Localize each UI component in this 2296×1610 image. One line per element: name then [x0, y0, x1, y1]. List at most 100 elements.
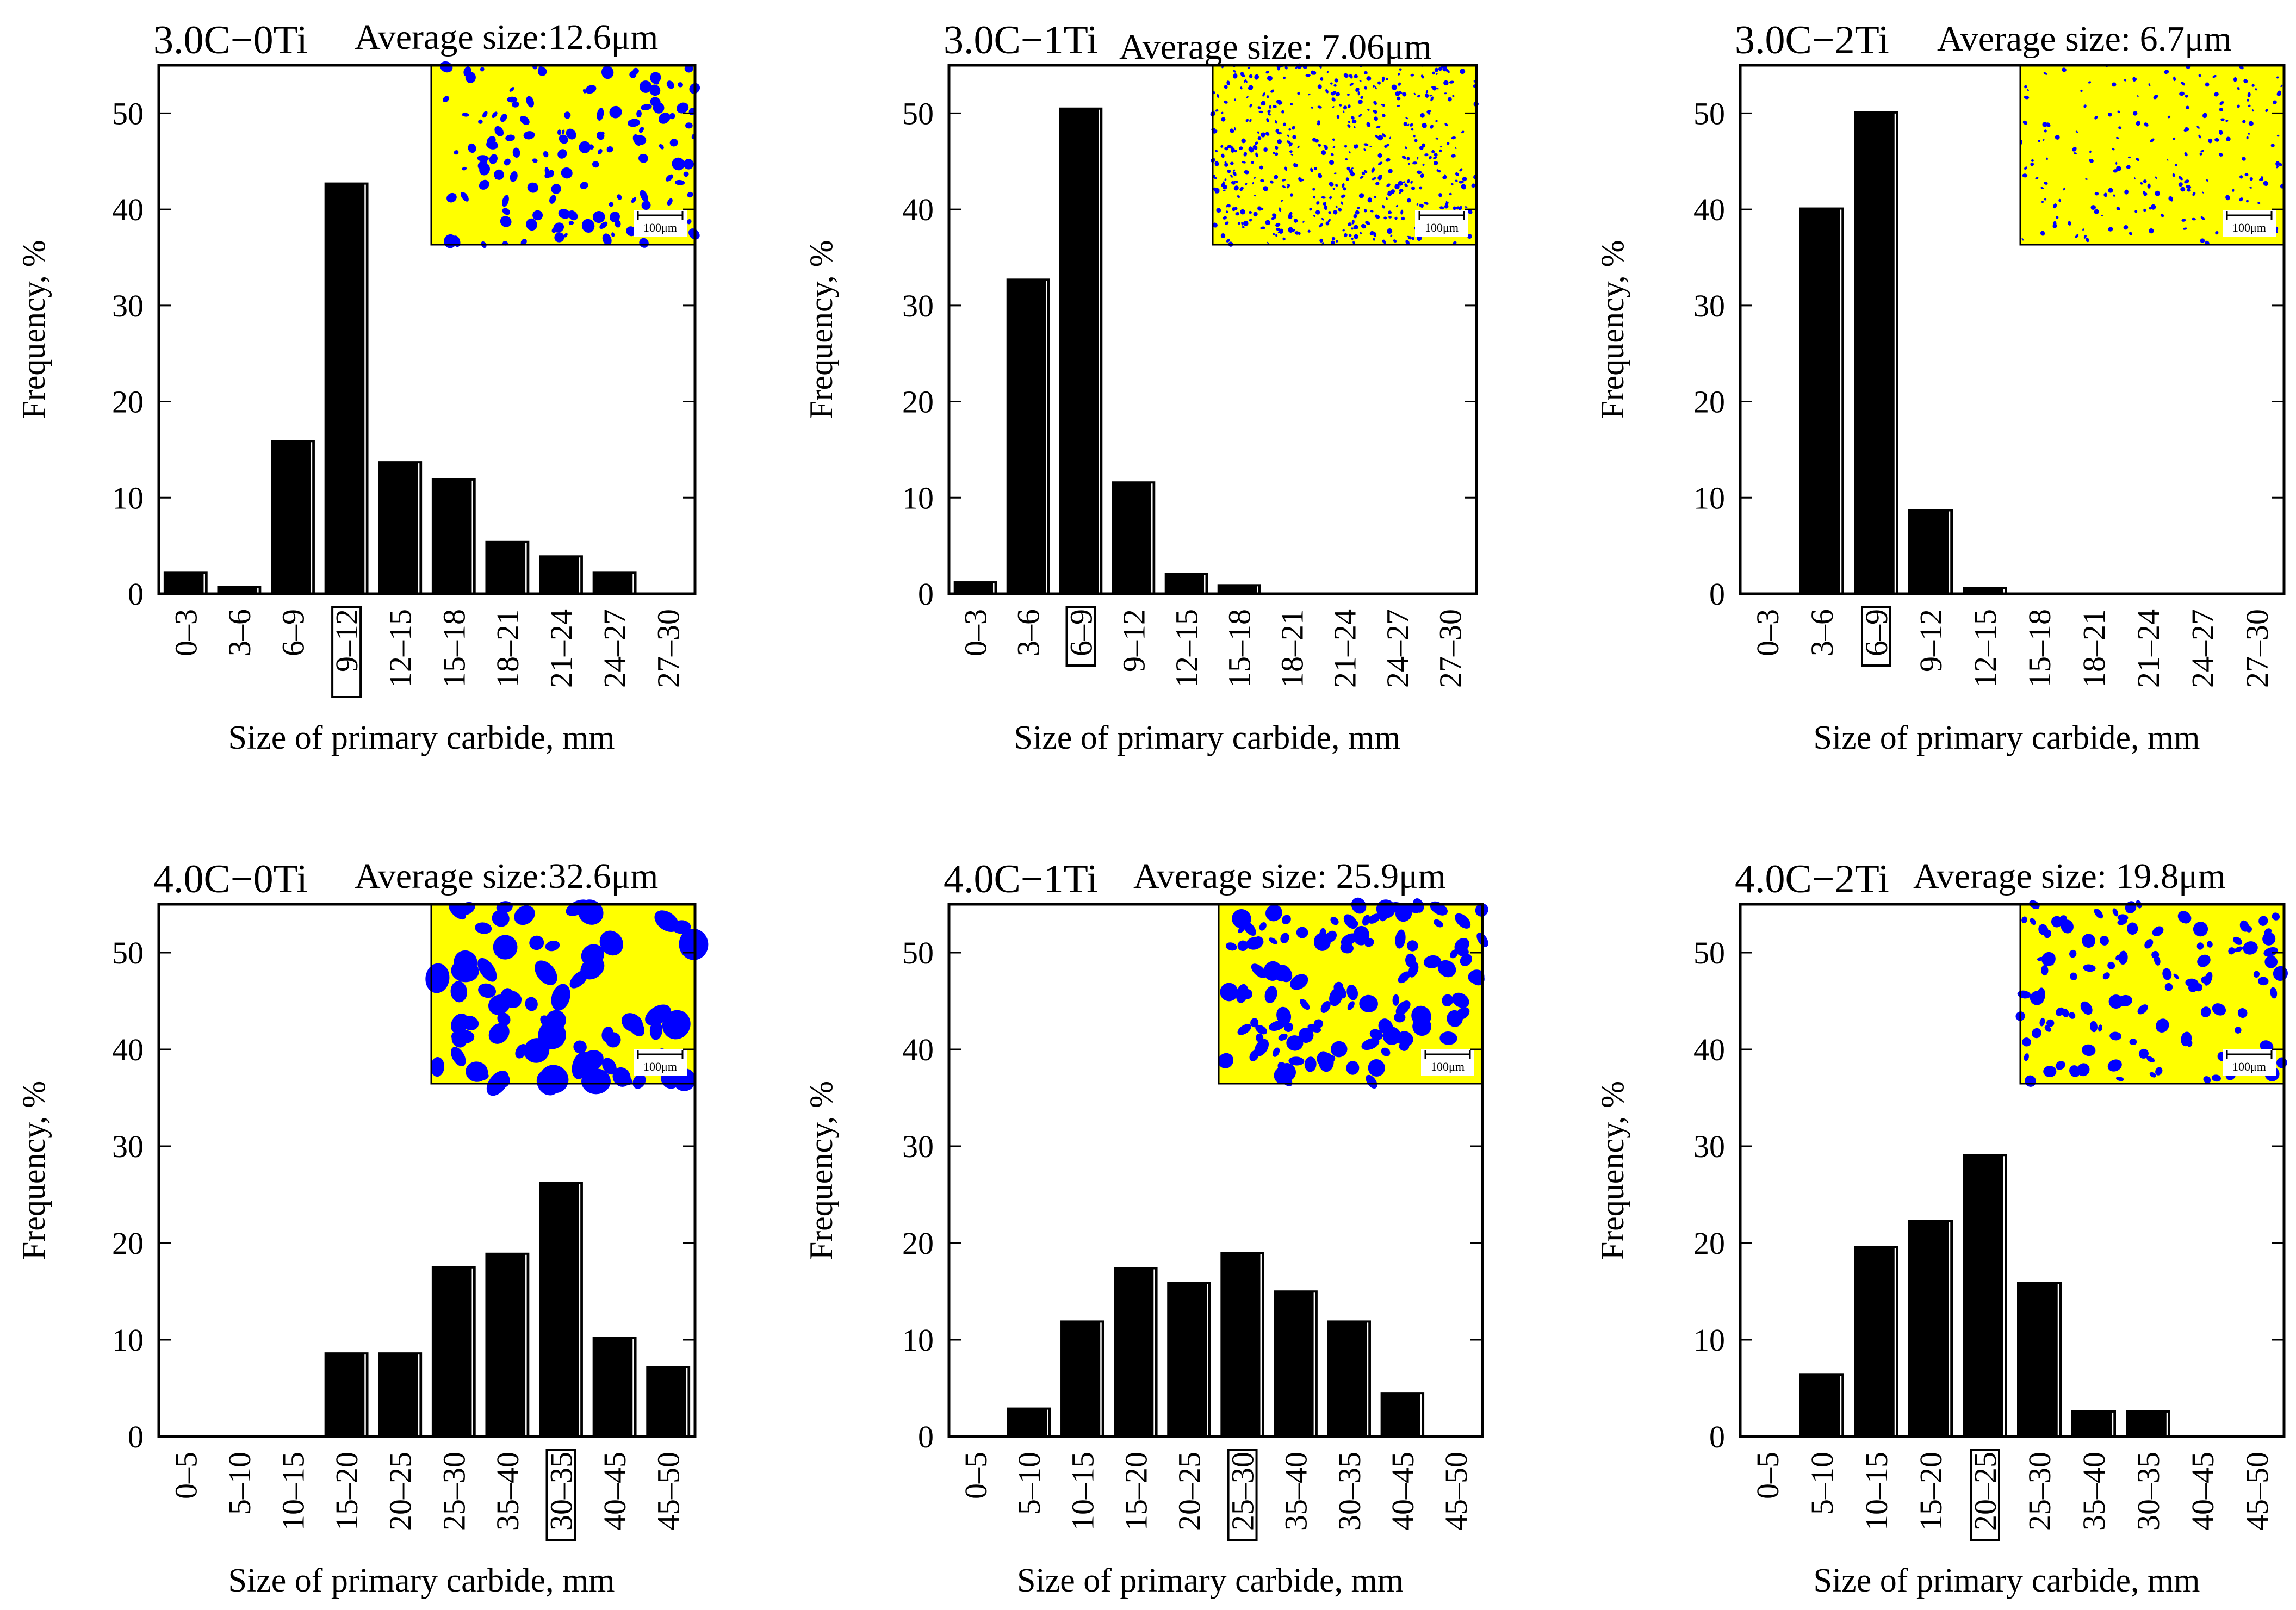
x-tick-label: 9–12	[329, 609, 364, 672]
bar-45–50	[646, 1366, 691, 1437]
bar-30–35	[2126, 1410, 2170, 1437]
plot-frame	[947, 64, 1478, 595]
chart-title: 3.0C−2Ti	[1735, 18, 1889, 63]
y-tick-label: 40	[112, 192, 144, 227]
average-size-label: Average size: 25.9μm	[1133, 856, 1446, 896]
y-tick-label: 20	[112, 384, 144, 420]
bar-12–15	[1164, 573, 1208, 594]
y-tick-label: 30	[112, 288, 144, 324]
bar-10–15	[1060, 1320, 1104, 1437]
y-tick-label: 10	[112, 480, 144, 515]
chart-title: 3.0C−1Ti	[944, 18, 1098, 63]
x-tick-label: 24–27	[1380, 609, 1416, 688]
x-tick-label: 35–40	[490, 1452, 525, 1531]
x-tick-label: 0–3	[1750, 609, 1785, 656]
y-tick-label: 10	[112, 1322, 144, 1358]
highlighted-category-box	[1970, 1449, 2000, 1541]
y-tick-label: 40	[112, 1032, 144, 1067]
y-tick-label: 10	[902, 480, 934, 515]
x-tick-label: 12–15	[1169, 609, 1205, 688]
x-tick-label: 25–30	[1225, 1452, 1261, 1531]
x-tick-label: 9–12	[1913, 609, 1949, 672]
chart-title: 4.0C−0Ti	[153, 857, 308, 902]
micrograph-inset: 100μm	[2019, 64, 2285, 246]
average-size-label: Average size:12.6μm	[355, 17, 658, 57]
x-tick-label: 12–15	[383, 609, 418, 688]
y-tick-label: 0	[918, 1419, 934, 1454]
bar-12–15	[378, 461, 423, 594]
y-tick-label: 0	[918, 576, 934, 612]
x-tick-label: 24–27	[2185, 609, 2220, 688]
bar-25–30	[2017, 1282, 2062, 1437]
micrograph-inset: 100μm	[1210, 63, 1479, 247]
y-tick-label: 10	[902, 1322, 934, 1358]
chart-panel-4: 4.0C−0Ti Average size:32.6μm 100μm 0 10 20 30 4…	[16, 856, 709, 1599]
average-size-label: Average size: 7.06μm	[1119, 27, 1432, 67]
x-tick-label: 20–25	[383, 1452, 418, 1531]
bar-24–27	[592, 571, 637, 594]
x-tick-label: 10–15	[276, 1452, 311, 1531]
x-tick-label: 15–18	[2022, 609, 2057, 688]
x-tick-label: 15–18	[436, 609, 471, 688]
x-tick-label: 40–45	[2185, 1452, 2220, 1531]
x-tick-label: 45–50	[1438, 1452, 1474, 1531]
x-tick-label: 27–30	[2239, 609, 2275, 688]
chart-panel-6: 4.0C−2Ti Average size: 19.8μm 100μm 0 10 20 30…	[1594, 856, 2288, 1599]
micrograph-inset: 100μm	[1218, 897, 1488, 1089]
bar-15–20	[1114, 1267, 1158, 1437]
y-tick-label: 30	[1693, 1129, 1725, 1164]
bar-9–12	[324, 182, 369, 594]
y-tick-label: 0	[1709, 576, 1725, 612]
bar-21–24	[539, 555, 583, 594]
bar-6–9	[1059, 107, 1103, 594]
x-tick-label: 18–21	[1275, 609, 1310, 688]
scale-bar-label: 100μm	[2232, 1060, 2266, 1073]
bar-9–12	[1908, 509, 1953, 594]
chart-title: 4.0C−1Ti	[944, 857, 1098, 902]
x-axis-label: Size of primary carbide, mm	[1813, 719, 2200, 756]
bar-35–40	[1274, 1290, 1318, 1437]
y-tick-label: 40	[902, 192, 934, 227]
scale-bar-label: 100μm	[643, 1060, 677, 1073]
scale-bar-label: 100μm	[2232, 221, 2266, 234]
x-tick-label: 20–25	[1968, 1452, 2003, 1531]
x-tick-label: 9–12	[1116, 609, 1152, 672]
x-tick-label: 0–5	[1750, 1452, 1785, 1499]
x-tick-label: 35–40	[1279, 1452, 1314, 1531]
y-axis-label: Frequency, %	[1594, 1081, 1630, 1260]
bar-15–20	[324, 1352, 369, 1437]
bar-5–10	[1799, 1373, 1844, 1437]
bar-0–3	[163, 571, 208, 594]
bar-0–3	[953, 581, 997, 594]
y-axis-label: Frequency, %	[803, 240, 839, 419]
x-tick-label: 0–5	[958, 1452, 994, 1499]
x-tick-label: 45–50	[651, 1452, 686, 1531]
y-tick-label: 40	[1693, 1032, 1725, 1067]
x-tick-label: 45–50	[2239, 1452, 2275, 1531]
x-tick-label: 18–21	[2076, 609, 2112, 688]
y-tick-label: 20	[902, 1226, 934, 1261]
y-axis-label: Frequency, %	[1594, 240, 1630, 419]
x-tick-label: 0–5	[168, 1452, 203, 1499]
x-tick-label: 21–24	[544, 609, 579, 688]
x-tick-label: 25–30	[436, 1452, 471, 1531]
x-tick-label: 35–40	[2076, 1452, 2112, 1531]
y-tick-label: 50	[1693, 96, 1725, 131]
chart-title: 3.0C−0Ti	[153, 18, 308, 63]
average-size-label: Average size: 6.7μm	[1937, 19, 2232, 59]
bar-15–20	[1908, 1220, 1953, 1437]
chart-panel-5: 4.0C−1Ti Average size: 25.9μm 100μm 0 10 20 30…	[803, 856, 1488, 1599]
x-tick-label: 3–6	[222, 609, 257, 656]
scale-bar-label: 100μm	[1425, 221, 1459, 234]
x-tick-label: 21–24	[2131, 609, 2166, 688]
y-tick-label: 30	[902, 1129, 934, 1164]
x-tick-label: 3–6	[1804, 609, 1840, 656]
chart-title: 4.0C−2Ti	[1735, 857, 1889, 902]
x-axis-label: Size of primary carbide, mm	[1813, 1562, 2200, 1599]
bar-35–40	[2071, 1410, 2116, 1437]
x-tick-label: 0–3	[168, 609, 203, 656]
bar-9–12	[1112, 481, 1156, 594]
scale-bar-label: 100μm	[643, 221, 677, 234]
x-tick-label: 15–18	[1222, 609, 1257, 688]
y-tick-label: 20	[902, 384, 934, 420]
